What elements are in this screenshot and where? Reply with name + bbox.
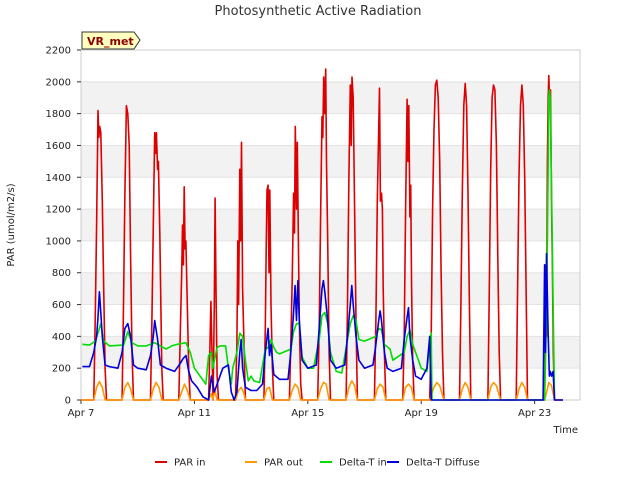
y-axis-title: PAR (umol/m2/s) [6, 183, 17, 266]
chart-title: Photosynthetic Active Radiation [215, 4, 422, 19]
site-badge: VR_met [81, 31, 141, 50]
legend-label-par-out: PAR out [264, 458, 303, 469]
y-tick-label: 1000 [46, 236, 71, 247]
x-axis: Apr 7 Apr 11 Apr 15 Apr 19 Apr 23 [68, 400, 551, 419]
y-tick-label: 1800 [46, 109, 71, 120]
grid-band [81, 209, 580, 241]
legend-label-delta-t-in: Delta-T in [339, 458, 387, 469]
legend-label-par-in: PAR in [174, 458, 205, 469]
x-tick-label: Apr 19 [405, 408, 438, 419]
x-tick-label: Apr 11 [178, 408, 211, 419]
series-line-par-in [81, 68, 563, 401]
series-layer [81, 68, 563, 401]
x-tick-label: Apr 7 [68, 408, 95, 419]
y-tick-label: 1400 [46, 173, 71, 184]
x-axis-title: Time [553, 425, 578, 436]
legend: PAR in PAR out Delta-T in Delta-T Diffuse [155, 458, 480, 469]
badge-box [81, 31, 141, 50]
y-tick-label: 2000 [46, 77, 71, 88]
grid-band [81, 272, 580, 305]
grid-band [81, 81, 580, 114]
series-line-par-out [81, 380, 563, 401]
y-tick-label: 1600 [46, 141, 71, 152]
y-tick-label: 800 [52, 268, 71, 279]
y-tick-label: 400 [52, 332, 71, 343]
series-line-delta-t-in [82, 89, 556, 401]
y-tick-label: 2200 [46, 46, 71, 57]
y-tick-label: 200 [52, 364, 71, 375]
x-tick-label: Apr 15 [291, 408, 324, 419]
legend-label-delta-t-diffuse: Delta-T Diffuse [406, 458, 480, 469]
y-axis: 0 200 400 600 800 1000 1200 1400 1600 1800 2000 220… [46, 46, 81, 407]
x-tick-label: Apr 23 [518, 408, 551, 419]
y-tick-label: 1200 [46, 205, 71, 216]
y-tick-label: 0 [65, 396, 71, 407]
y-tick-label: 600 [52, 300, 71, 311]
series-line-delta-t-diffuse [82, 252, 563, 401]
badge-text: VR_met [87, 35, 134, 48]
